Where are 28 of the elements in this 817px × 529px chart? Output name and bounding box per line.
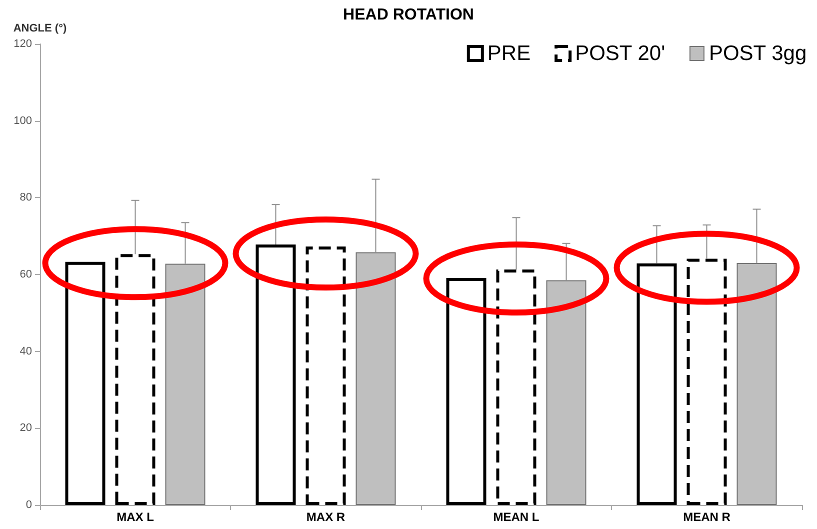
bar xyxy=(546,280,586,505)
y-tick-label: 0 xyxy=(26,499,32,511)
bar xyxy=(115,254,156,505)
bar xyxy=(256,244,296,505)
chart-title: HEAD ROTATION xyxy=(343,6,474,24)
bar xyxy=(496,270,536,505)
legend-label: PRE xyxy=(487,42,531,65)
y-tick-label: 40 xyxy=(20,345,32,358)
y-tick-label: 20 xyxy=(20,422,32,434)
y-tick-label: 80 xyxy=(20,192,32,204)
bar xyxy=(306,246,346,505)
legend-label: POST 3gg xyxy=(708,42,807,65)
bar xyxy=(446,278,486,505)
bar xyxy=(636,263,677,505)
bar xyxy=(356,252,396,505)
x-tick-label: MEAN R xyxy=(683,510,731,524)
bar xyxy=(165,264,206,505)
x-tick-label: MAX L xyxy=(116,510,154,524)
bar xyxy=(65,262,106,505)
legend-label: POST 20' xyxy=(575,42,666,65)
y-tick-label: 100 xyxy=(14,114,32,127)
y-axis-title: ANGLE (°) xyxy=(13,22,67,34)
x-tick-label: MAX R xyxy=(306,510,346,524)
bar xyxy=(736,262,777,505)
x-tick-label: MEAN L xyxy=(493,510,540,524)
y-tick-label: 60 xyxy=(20,268,32,280)
y-tick-label: 120 xyxy=(14,38,32,50)
bar xyxy=(686,258,727,505)
